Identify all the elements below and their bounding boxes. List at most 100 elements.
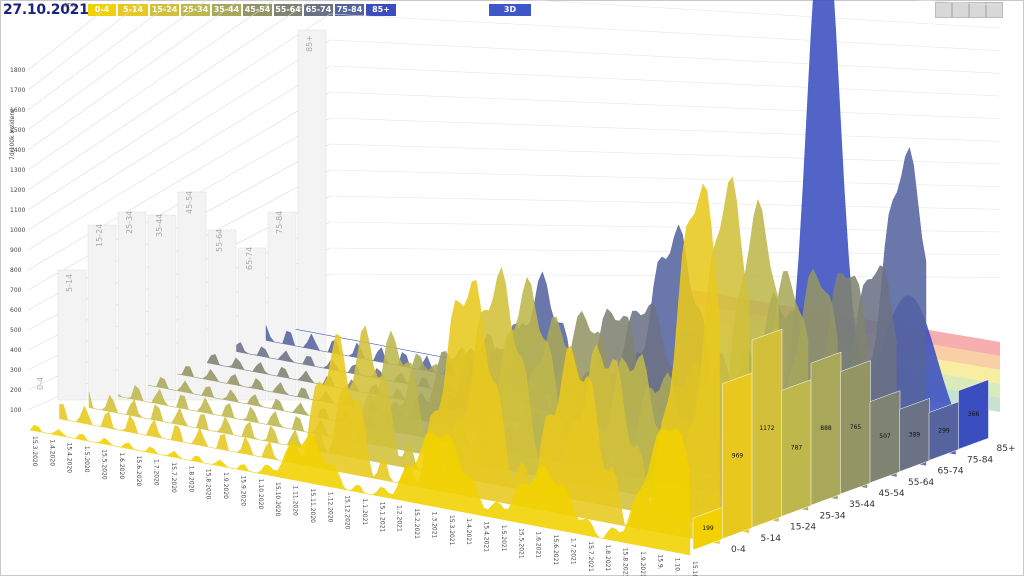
current-bar-45-54 [840, 360, 871, 495]
y-tick-label: 700 [10, 287, 22, 294]
current-value-label: 765 [850, 424, 862, 431]
x-tick-label: 1.2.2021 [396, 505, 403, 532]
x-tick-label: 1.9.2021 [639, 551, 646, 576]
x-tick-label: 1.5.2021 [500, 525, 507, 552]
x-tick-label: 15.5.2020 [100, 449, 107, 480]
y-tick-label: 1300 [10, 167, 25, 174]
age-button-0-4[interactable]: 0-4 [88, 4, 116, 16]
x-tick-label: 1.7.2021 [569, 538, 576, 565]
age-axis-label: 85+ [997, 444, 1016, 454]
age-axis-label: 35-44 [849, 500, 875, 510]
y-tick-label: 300 [10, 367, 22, 374]
y-tick-label: 1100 [10, 207, 25, 214]
x-tick-label: 1.4.2021 [465, 518, 472, 545]
series-ribbon-0-4 [29, 424, 691, 556]
age-button-75-84[interactable]: 75-84 [335, 4, 364, 16]
x-tick-label: 1.4.2020 [48, 439, 55, 466]
window-button-3[interactable] [969, 2, 986, 18]
series-ribbon-5-14 [59, 183, 720, 545]
window-button-4[interactable] [986, 2, 1003, 18]
y-tick-label: 200 [10, 387, 22, 394]
x-tick-label: 15.8.2020 [205, 469, 212, 500]
age-axis-label: 0-4 [731, 545, 746, 555]
x-tick-label: 15.10.2020 [274, 482, 281, 517]
back-wall-columns: 5-14 15-24 25-34 35-44 45-54 55-64 65-74 75-84 8… [36, 29, 327, 401]
x-tick-label: 15.2.2021 [413, 508, 420, 539]
current-value-label: 299 [938, 427, 950, 434]
x-tick-label: 1.10.2020 [257, 479, 264, 510]
y-tick-label: 1500 [10, 127, 25, 134]
y-tick-label: 600 [10, 307, 22, 314]
wall-age-label: 45-54 [185, 191, 194, 214]
x-tick-label: 15.9. [656, 554, 663, 569]
x-tick-label: 15.1.2021 [378, 502, 385, 533]
age-button-55-64[interactable]: 55-64 [274, 4, 302, 16]
age-button-85plus[interactable]: 85+ [366, 4, 396, 16]
y-tick-label: 1700 [10, 87, 25, 94]
y-tick-label: 800 [10, 267, 22, 274]
current-value-label: 199 [702, 525, 714, 532]
current-bar-55-64 [869, 390, 901, 484]
age-axis-label: 15-24 [790, 523, 816, 533]
current-value-label: 787 [791, 444, 803, 451]
current-value-label: 1172 [759, 425, 774, 432]
age-axis-label: 25-34 [820, 511, 846, 521]
current-bar-65-74 [899, 398, 930, 472]
y-axis: 100 200 300 400 500 600 700 800 900 1000 1100 1200 1… [9, 67, 25, 414]
age-axis-label: 5-14 [761, 534, 782, 544]
x-tick-label: 15.8.2021 [622, 548, 629, 576]
current-value-label: 888 [820, 425, 832, 432]
x-tick-label: 15.7.2020 [170, 462, 177, 493]
current-value-label: 389 [909, 431, 921, 438]
x-tick-label: 1.8.2021 [604, 545, 611, 572]
x-tick-label: 1.7.2020 [153, 459, 160, 486]
wall-age-label: 35-44 [155, 214, 164, 237]
x-tick-label: 1.3.2021 [430, 512, 437, 539]
x-tick-label: 1.11.2020 [292, 485, 299, 516]
wall-age-label: 75-84 [275, 211, 284, 234]
wall-age-label: 25-34 [125, 211, 134, 234]
date-label: 27.10.2021 [3, 2, 89, 18]
x-tick-label: 15.12.2020 [344, 495, 351, 530]
wall-age-label: 65-74 [245, 247, 254, 270]
y-tick-label: 1800 [10, 67, 25, 74]
y-tick-label: 1000 [10, 227, 25, 234]
x-tick-label: 15.5.2021 [517, 528, 524, 559]
age-axis-label: 75-84 [967, 455, 993, 465]
y-tick-label: 400 [10, 347, 22, 354]
y-tick-label: 500 [10, 327, 22, 334]
age-axis-label: 65-74 [938, 467, 964, 477]
x-tick-label: 1.6.2021 [535, 531, 542, 558]
wall-age-label: 0-4 [36, 377, 45, 390]
y-tick-label: 1400 [10, 147, 25, 154]
x-tick-label: 15.10. [691, 561, 698, 576]
current-bar-85plus [958, 379, 989, 450]
window-button-1[interactable] [935, 2, 952, 18]
x-tick-label: 1.1.2021 [361, 499, 368, 526]
x-tick-label: 1.10. [674, 558, 681, 573]
x-tick-label: 15.3.2020 [31, 436, 38, 467]
wall-age-label: 15-24 [95, 224, 104, 247]
x-tick-label: 15.7.2021 [587, 541, 594, 572]
view-3d-button[interactable]: 3D [489, 4, 531, 16]
x-tick-label: 1.6.2020 [118, 452, 125, 479]
x-tick-label: 15.9.2020 [239, 475, 246, 506]
wall-age-label: 85+ [305, 35, 314, 52]
x-tick-label: 1.9.2020 [222, 472, 229, 499]
current-bar-15-24 [751, 328, 783, 528]
wall-age-label: 5-14 [65, 274, 74, 292]
x-tick-label: 15.4.2021 [483, 522, 490, 553]
current-bar-35-44 [810, 351, 842, 506]
current-value-label: 969 [732, 452, 744, 459]
y-tick-label: 1200 [10, 187, 25, 194]
x-tick-label: 1.8.2020 [187, 466, 194, 493]
age-button-65-74[interactable]: 65-74 [304, 4, 333, 16]
y-tick-label: 900 [10, 247, 22, 254]
x-axis: 15.3.2020 1.4.2020 15.4.2020 1.5.2020 15.5.2… [31, 436, 698, 576]
x-tick-label: 1.12.2020 [326, 492, 333, 523]
current-value-label: 366 [968, 411, 980, 418]
y-axis-label: 7d/100k Inzidenz [9, 109, 16, 160]
x-tick-label: 15.3.2021 [448, 515, 455, 546]
x-tick-label: 15.6.2021 [552, 535, 559, 566]
